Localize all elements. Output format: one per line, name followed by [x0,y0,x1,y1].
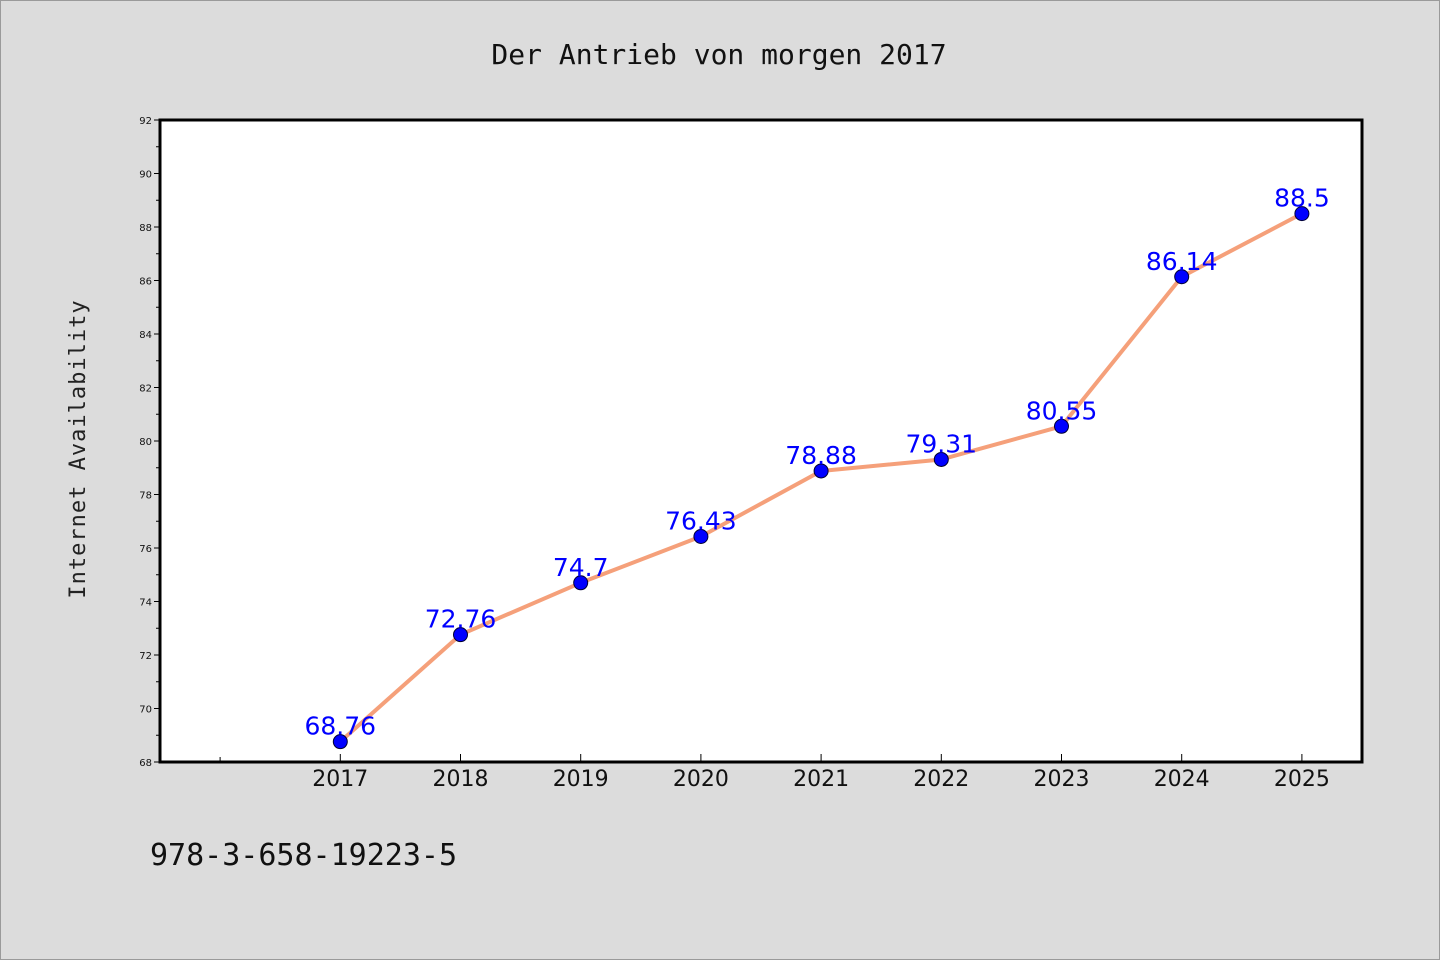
chart-title: Der Antrieb von morgen 2017 [491,38,946,71]
x-tick-label: 2023 [1034,767,1090,792]
x-tick-label: 2017 [312,767,368,792]
data-point [813,463,829,479]
data-point [453,627,468,643]
series-layer [332,206,1310,750]
x-tick-label: 2025 [1274,767,1330,792]
data-label: 68.76 [305,712,377,741]
x-tick-label: 2021 [793,767,849,792]
data-point [933,451,949,467]
y-axis-label: Internet Availability [66,299,91,598]
footer-code: 978-3-658-19223-5 [150,838,457,873]
data-label: 74.7 [553,553,609,582]
plot-area [158,118,1364,764]
y-tick-label: 82 [139,384,152,395]
y-tick-label: 86 [139,277,152,288]
data-label: 80.55 [1026,396,1098,425]
y-tick-label: 70 [139,705,152,716]
y-tick-label: 68 [139,758,152,769]
y-tick-label: 90 [139,170,152,181]
y-tick-label: 92 [139,116,152,127]
y-tick-label: 88 [139,223,152,234]
x-tick-label: 2022 [913,767,969,792]
data-point [693,528,709,544]
x-tick-label: 2020 [673,767,729,792]
y-tick-label: 74 [139,598,152,609]
y-tick-label: 76 [139,544,152,555]
data-labels: 68.76 72.76 74.7 76.43 78.88 79.31 80.55 86.14 8… [305,184,1330,741]
x-tick-label: 2018 [433,767,489,792]
data-label: 86.14 [1146,247,1218,276]
y-tick-label: 78 [139,491,152,502]
data-label: 76.43 [665,506,737,535]
x-tick-label: 2024 [1154,767,1210,792]
data-label: 72.76 [425,605,497,634]
x-axis: 2017 2018 2019 2020 2021 2022 2023 2024 2025 [219,754,1330,792]
x-tick-label: 2019 [553,767,609,792]
y-tick-label: 80 [139,437,152,448]
y-tick-label: 84 [139,330,152,341]
y-tick-label: 72 [139,651,152,662]
data-point [1174,269,1190,285]
y-axis: 68 70 72 74 76 78 80 82 84 86 88 90 92 [139,116,160,769]
data-label: 88.5 [1274,184,1330,213]
data-label: 79.31 [906,429,978,458]
data-point [332,734,348,750]
data-label: 78.88 [785,441,857,470]
data-point [1054,418,1069,434]
data-point [573,575,589,591]
data-point [1294,206,1310,222]
